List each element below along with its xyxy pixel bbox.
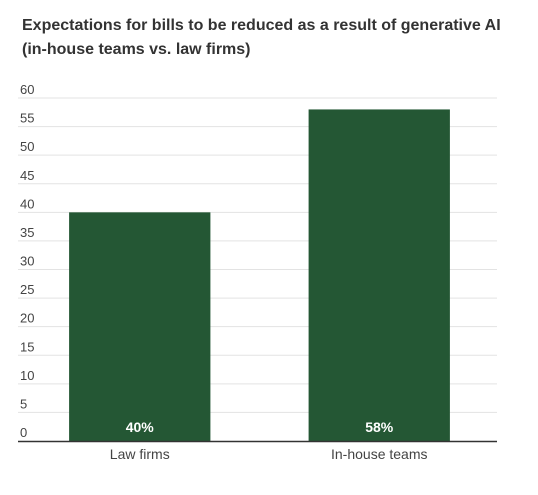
y-tick-label: 35 [20,225,34,240]
chart-subtitle-line: (in-house teams vs. law firms) [22,41,251,58]
bars [69,109,450,441]
data-labels: 40% 58% [126,419,394,435]
bar [69,212,211,441]
chart-title-line: Expectations for bills to be reduced as … [22,17,501,34]
x-category-label: In-house teams [331,446,428,462]
y-tick-label: 10 [20,368,34,383]
y-tick-label: 60 [20,82,34,97]
y-tick-label: 40 [20,196,34,211]
y-tick-label: 20 [20,311,34,326]
bar-value-label: 40% [126,419,155,435]
y-tick-label: 25 [20,282,34,297]
y-tick-label: 0 [20,425,27,440]
chart-title: Expectations for bills to be reduced as … [22,14,522,62]
bar [308,109,450,441]
y-tick-label: 50 [20,139,34,154]
bar-value-label: 58% [365,419,394,435]
x-axis-categories: Law firms In-house teams [110,446,428,462]
y-tick-label: 5 [20,396,27,411]
y-tick-label: 55 [20,111,34,126]
x-category-label: Law firms [110,446,170,462]
y-tick-label: 30 [20,254,34,269]
y-tick-label: 45 [20,168,34,183]
y-axis-ticks: 0 5 10 15 20 25 30 35 40 45 50 55 60 [20,82,34,440]
y-tick-label: 15 [20,339,34,354]
